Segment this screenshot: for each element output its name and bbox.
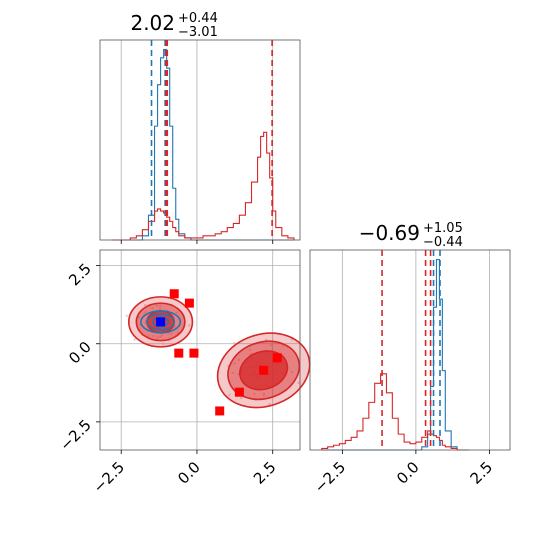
scatter-dot <box>248 348 252 351</box>
hist-top-frame <box>99 39 301 241</box>
red-square-marker <box>259 365 269 375</box>
scatter-dot <box>160 334 164 337</box>
hist-right-xtick-label: −2.5 <box>311 458 349 496</box>
hist-top-title-value: 2.02 <box>130 11 175 35</box>
scatter-dot <box>237 372 240 376</box>
scatter-dot <box>290 370 294 374</box>
hist-top-title-plus: +0.44 <box>178 11 218 26</box>
scatter-dot <box>170 332 173 336</box>
panel-2d-xtick-label: −2.5 <box>90 458 128 496</box>
red-square-marker <box>174 348 184 358</box>
scatter-dot <box>161 342 165 345</box>
hist-top-title-minus: −3.01 <box>178 25 218 40</box>
scatter-dot <box>143 304 147 307</box>
scatter-dot <box>253 392 256 396</box>
scatter-dot <box>231 371 235 375</box>
hist-right-frame <box>309 249 511 451</box>
red-square-marker <box>189 348 199 358</box>
hist-right-series-line <box>321 258 469 451</box>
panel-2d-frame <box>99 249 301 451</box>
scatter-dot <box>125 314 128 318</box>
scatter-dot <box>155 304 158 307</box>
scatter-dot <box>228 393 231 396</box>
scatter-dot <box>156 335 159 338</box>
panel-2d-xtick-label: 2.5 <box>250 458 280 488</box>
scatter-dot <box>144 310 147 314</box>
blue-contour <box>140 310 182 334</box>
hist-right-title-plus: +1.05 <box>423 221 463 236</box>
scatter-dot <box>152 334 155 338</box>
panel-2d-ytick-label: −2.5 <box>56 416 94 454</box>
scatter-dot <box>265 338 268 341</box>
hist-right-series-line <box>321 373 469 451</box>
scatter-dot <box>133 338 136 341</box>
scatter-dot <box>268 402 271 406</box>
blue-contour <box>146 313 176 331</box>
scatter-dot <box>239 396 243 400</box>
scatter-dot <box>233 362 237 365</box>
scatter-dot <box>137 316 141 319</box>
hist-top-series-line <box>112 131 295 241</box>
scatter-dot <box>159 335 162 339</box>
scatter-dot <box>158 308 162 311</box>
panel-2d-ytick-label: 0.0 <box>65 338 95 368</box>
hist-right-xtick-label: 2.5 <box>467 458 497 488</box>
scatter-dot <box>297 381 300 385</box>
panel-hist-right: −2.5 0.0 2.5 −0.69 +1.05 −0.44 <box>309 221 511 497</box>
blue-contour <box>152 316 169 328</box>
panel-hist-top: 2.02 +0.44 −3.01 <box>99 11 301 244</box>
scatter-dot <box>151 307 154 310</box>
red-square-marker <box>272 353 282 363</box>
blue-square-marker <box>156 317 166 327</box>
hist-right-xtick-label: 0.0 <box>393 458 423 488</box>
red-square-marker <box>169 289 179 299</box>
red-square-marker <box>215 406 225 416</box>
red-square-marker <box>234 387 244 397</box>
scatter-dot <box>187 324 191 327</box>
scatter-dot <box>233 341 236 345</box>
red-square-marker <box>184 298 194 308</box>
scatter-dot <box>269 344 273 347</box>
panel-2d-xtick-label: 0.0 <box>174 458 204 488</box>
scatter-dot <box>237 358 241 361</box>
scatter-dot <box>262 392 265 395</box>
scatter-dot <box>175 311 179 314</box>
scatter-dot <box>158 305 162 308</box>
panel-2d: −2.5 0.0 2.5 2.5 0.0 −2.5 <box>56 249 311 497</box>
hist-right-title-minus: −0.44 <box>423 235 463 250</box>
panel-2d-ytick-label: 2.5 <box>65 260 95 290</box>
hist-right-title-value: −0.69 <box>359 221 420 245</box>
